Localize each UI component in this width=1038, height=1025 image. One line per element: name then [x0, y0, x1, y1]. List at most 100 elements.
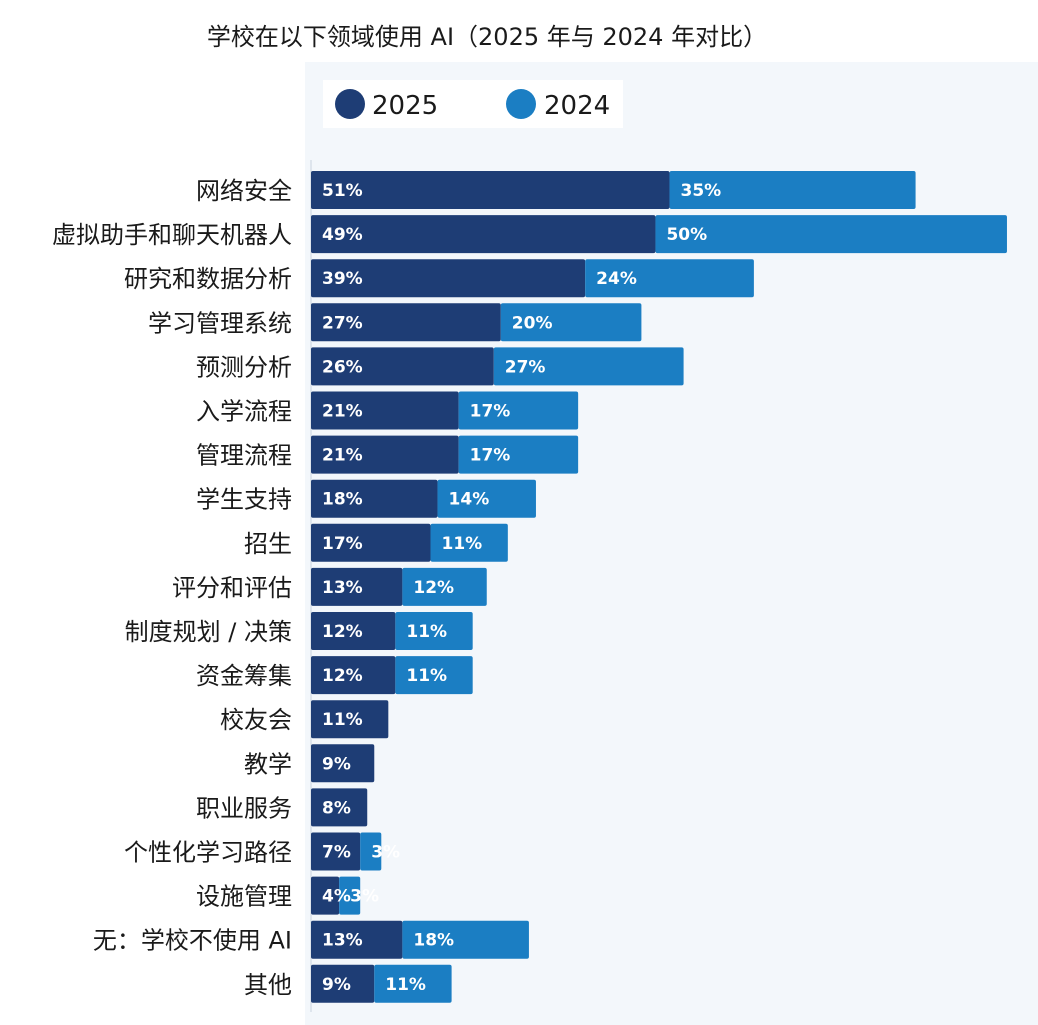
bar-2025: [311, 567, 403, 606]
value-label-2024: 11%: [442, 534, 483, 554]
category-label: 教学: [244, 750, 292, 778]
category-label: 职业服务: [196, 794, 292, 822]
category-label: 个性化学习路径: [124, 839, 292, 867]
value-label-2025: 21%: [322, 402, 363, 422]
bar-2024: [430, 523, 508, 562]
value-label-2025: 9%: [322, 754, 351, 774]
category-label: 资金筹集: [196, 662, 292, 690]
category-label: 无：学校不使用 AI: [93, 927, 292, 955]
category-label: 校友会: [220, 706, 292, 734]
value-label-2025: 12%: [322, 666, 363, 686]
bar-2025: [311, 435, 459, 474]
legend-marker-2025: [335, 89, 365, 119]
bar-2024: [500, 303, 642, 342]
bar-2025: [311, 656, 396, 695]
bar-2025: [311, 832, 361, 871]
bar-2025: [311, 215, 656, 254]
bar-2025: [311, 920, 403, 959]
category-label: 网络安全: [196, 177, 292, 205]
bar-2024: [339, 876, 361, 915]
bar-2024: [374, 964, 452, 1003]
value-label-2024: 35%: [681, 181, 722, 201]
category-label: 学生支持: [196, 486, 292, 514]
value-label-2025: 4%: [322, 887, 351, 907]
value-label-2024: 27%: [505, 357, 546, 377]
value-label-2024: 11%: [385, 975, 426, 995]
category-label: 管理流程: [196, 442, 292, 470]
value-label-2025: 26%: [322, 357, 363, 377]
bar-2025: [311, 171, 670, 209]
category-labels: 网络安全虚拟助手和聊天机器人研究和数据分析学习管理系统预测分析入学流程管理流程学…: [52, 177, 292, 999]
value-label-2025: 13%: [322, 578, 363, 598]
value-label-2024: 20%: [512, 313, 553, 333]
value-label-2025: 27%: [322, 313, 363, 333]
category-label: 招生: [244, 530, 292, 558]
bar-2024: [655, 215, 1007, 254]
value-labels: 51% 35% 49% 50% 39% 24% 27% 20% 26% 27% 21% 17% 21% 1…: [322, 181, 721, 995]
bar-2025: [311, 876, 340, 915]
bar-2024: [395, 612, 473, 650]
category-label: 研究和数据分析: [124, 265, 292, 293]
bar-2024: [395, 656, 473, 695]
category-label: 制度规划 / 决策: [125, 618, 292, 646]
bar-2025: [311, 391, 459, 430]
legend: 2025 2024: [335, 89, 610, 121]
category-label: 虚拟助手和聊天机器人: [52, 221, 292, 249]
bar-2025: [311, 788, 368, 827]
category-label: 评分和评估: [172, 574, 292, 602]
bar-2024: [585, 259, 754, 298]
value-label-2024: 17%: [470, 402, 511, 422]
value-label-2025: 7%: [322, 843, 351, 863]
value-label-2024: 24%: [596, 269, 637, 289]
value-label-2024: 17%: [470, 446, 511, 466]
value-label-2025: 49%: [322, 225, 363, 245]
value-label-2024: 18%: [413, 931, 454, 951]
legend-label-2024: 2024: [544, 91, 610, 121]
legend-marker-2024: [506, 89, 536, 119]
bar-2025: [311, 964, 375, 1003]
legend-label-2025: 2025: [372, 91, 438, 121]
value-label-2024: 11%: [406, 666, 447, 686]
bar-2024: [402, 567, 487, 606]
bar-2024: [360, 832, 382, 871]
bar-2024: [458, 391, 579, 430]
value-label-2025: 17%: [322, 534, 363, 554]
value-label-2025: 18%: [322, 490, 363, 510]
value-label-2025: 12%: [322, 622, 363, 642]
value-label-2024: 12%: [413, 578, 454, 598]
value-label-2025: 51%: [322, 181, 363, 201]
category-label: 预测分析: [196, 353, 292, 381]
bar-2025: [311, 259, 586, 298]
legend-box: [323, 80, 623, 128]
bar-2025: [311, 744, 375, 783]
value-label-2024: 3%: [350, 887, 379, 907]
value-label-2025: 21%: [322, 446, 363, 466]
bar-2024: [437, 479, 536, 518]
bar-2024: [493, 347, 684, 386]
value-label-2025: 9%: [322, 975, 351, 995]
bars-group: [311, 171, 1007, 1003]
category-label: 设施管理: [196, 883, 292, 911]
value-label-2024: 11%: [406, 622, 447, 642]
bar-2025: [311, 479, 438, 518]
value-label-2025: 39%: [322, 269, 363, 289]
bar-2025: [311, 347, 494, 386]
value-label-2024: 50%: [666, 225, 707, 245]
chart-title: 学校在以下领域使用 AI（2025 年与 2024 年对比）: [207, 23, 767, 51]
category-label: 学习管理系统: [148, 309, 292, 337]
value-label-2024: 3%: [371, 843, 400, 863]
value-label-2025: 11%: [322, 710, 363, 730]
value-label-2024: 14%: [449, 490, 490, 510]
bar-2024: [669, 171, 916, 209]
category-label: 其他: [244, 971, 292, 999]
bar-2024: [458, 435, 579, 474]
bar-2024: [402, 920, 529, 959]
value-label-2025: 13%: [322, 931, 363, 951]
bar-2025: [311, 303, 501, 342]
value-label-2025: 8%: [322, 798, 351, 818]
bar-2025: [311, 700, 389, 739]
category-label: 入学流程: [196, 398, 292, 426]
bar-2025: [311, 612, 396, 650]
bar-2025: [311, 523, 431, 562]
